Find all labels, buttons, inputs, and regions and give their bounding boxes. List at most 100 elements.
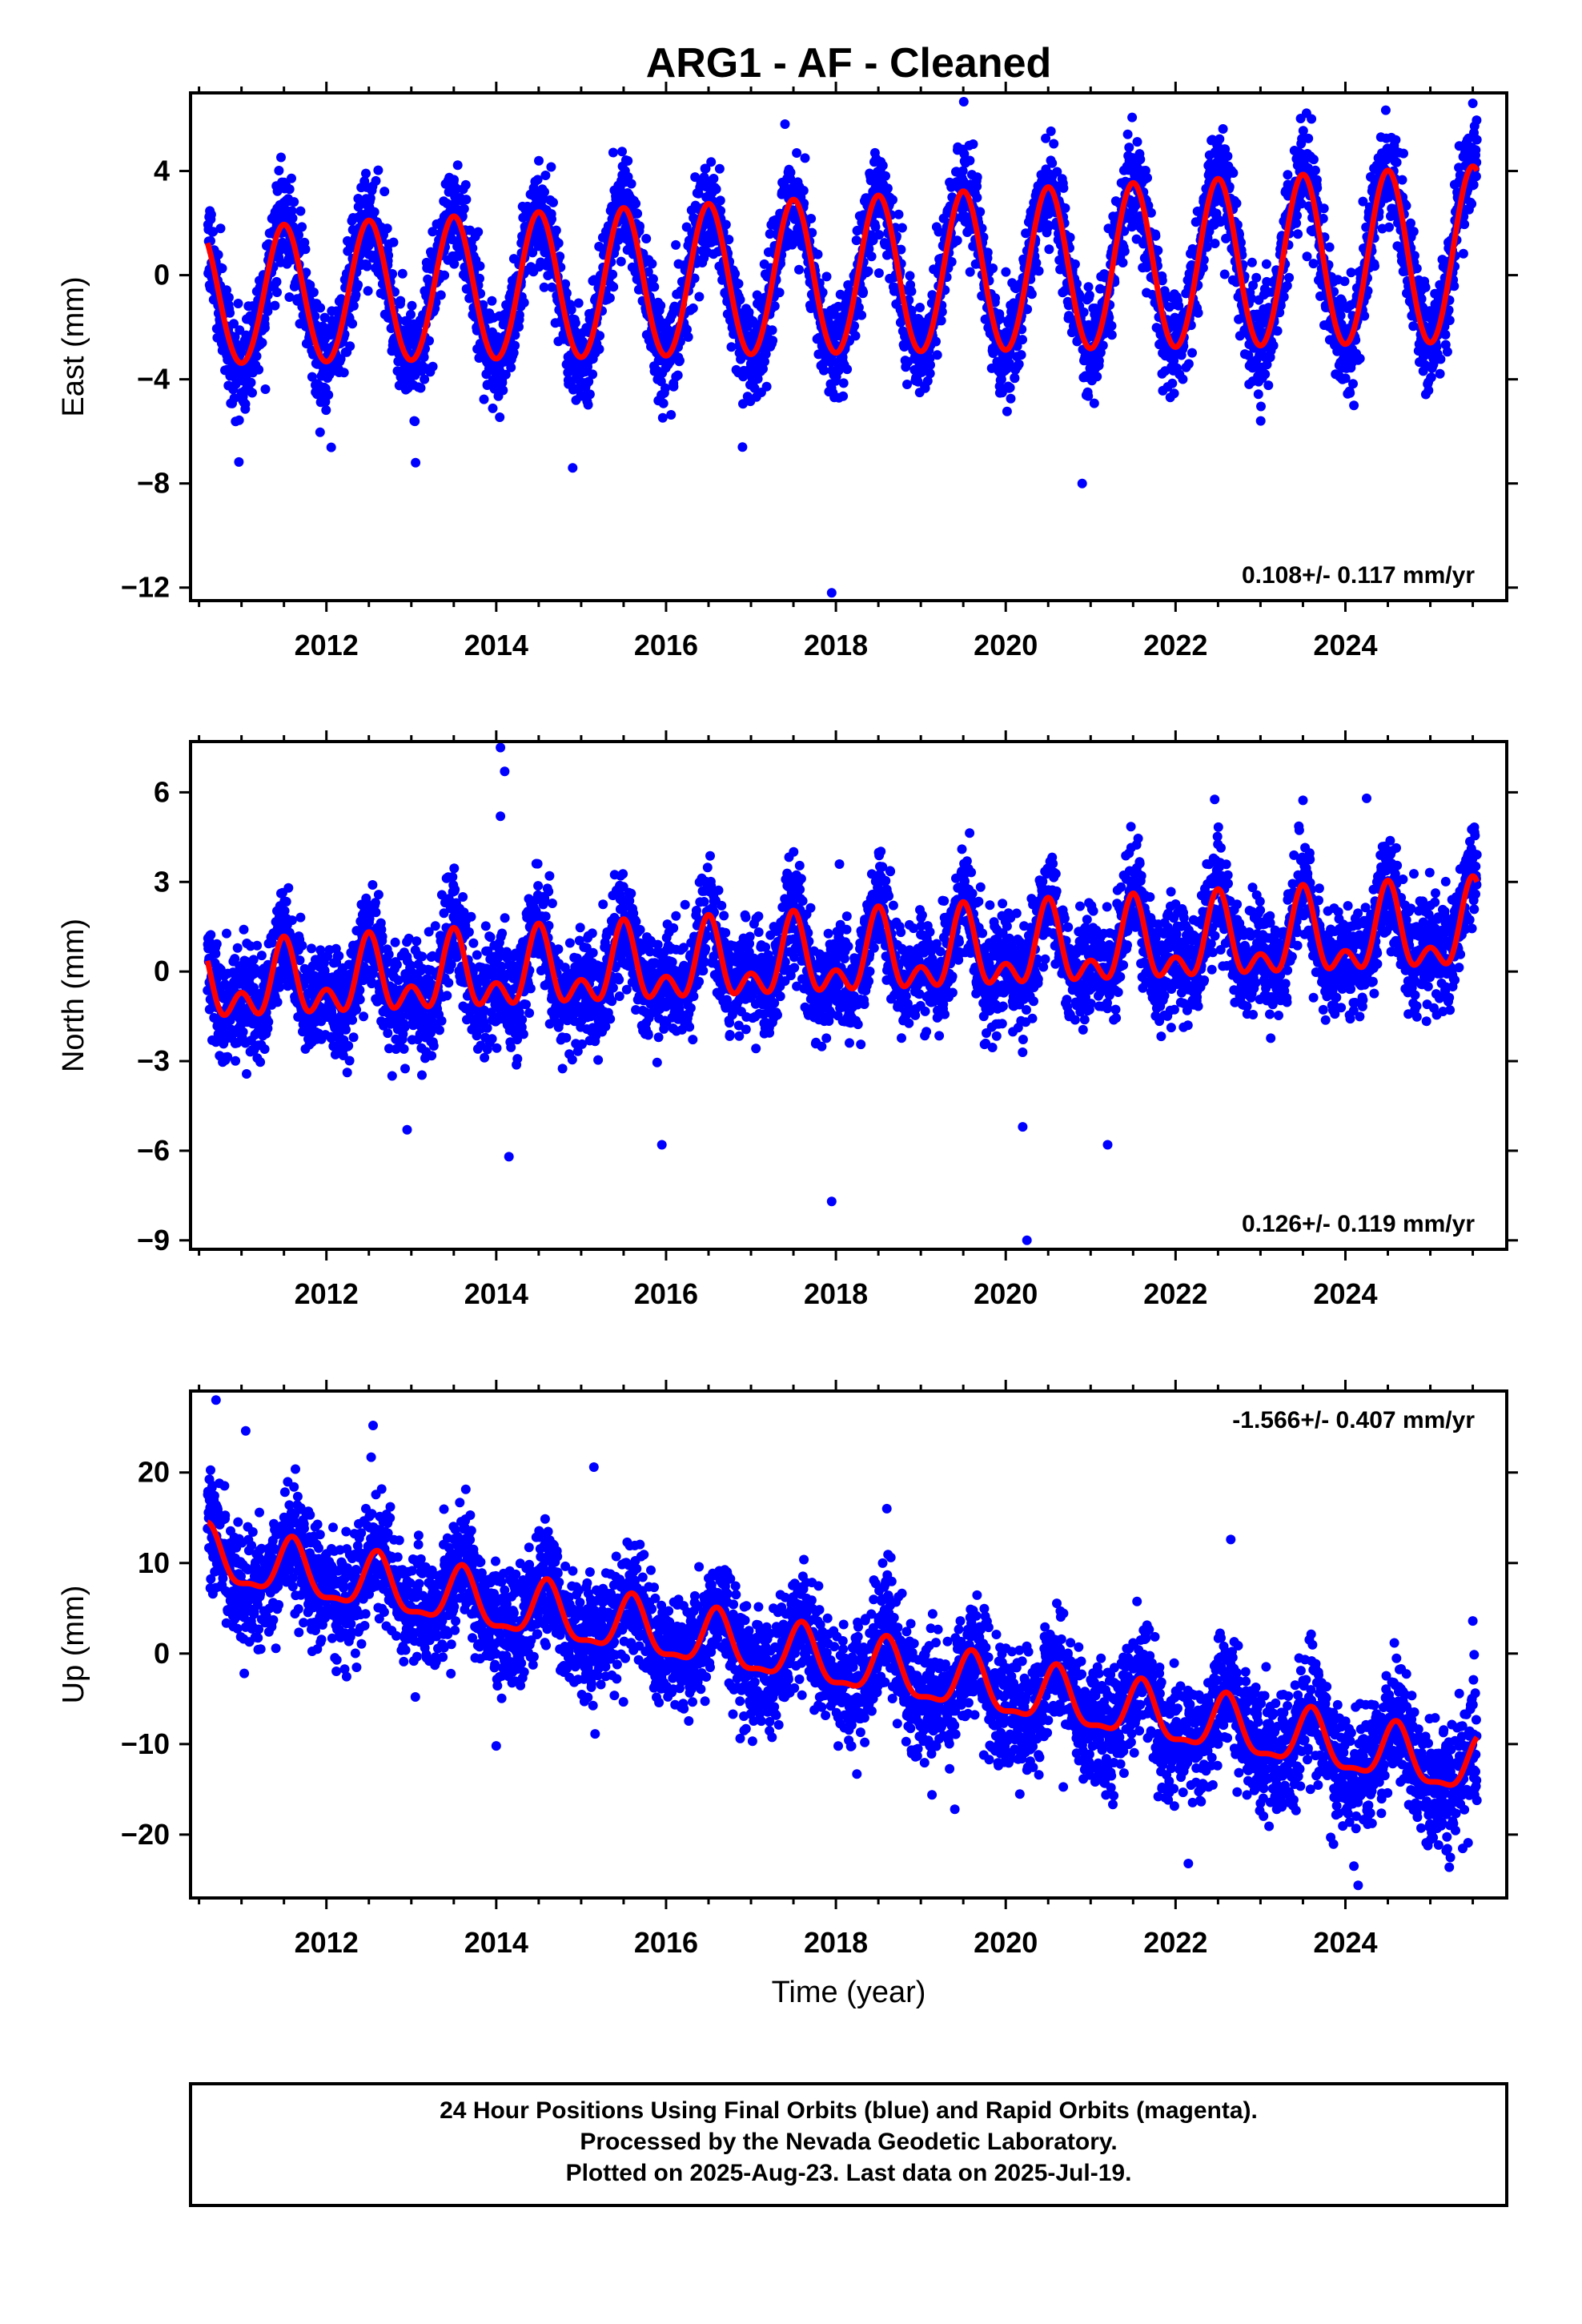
- data-point: [1440, 329, 1451, 340]
- data-point: [468, 243, 478, 253]
- data-point: [347, 319, 358, 329]
- data-point: [272, 287, 282, 297]
- data-point: [819, 365, 829, 376]
- data-point: [449, 175, 459, 185]
- data-point: [1142, 173, 1152, 183]
- data-point: [798, 186, 809, 195]
- data-point: [768, 336, 778, 346]
- data-point: [407, 300, 417, 311]
- data-point: [721, 219, 731, 230]
- data-point: [547, 214, 556, 224]
- data-point: [792, 148, 802, 158]
- data-point: [1253, 389, 1263, 400]
- data-point: [794, 264, 804, 275]
- data-point: [735, 295, 745, 305]
- data-point: [532, 175, 543, 185]
- data-point: [548, 197, 558, 207]
- data-point: [683, 332, 693, 342]
- data-point: [1016, 350, 1026, 360]
- data-point: [972, 181, 982, 191]
- data-point: [428, 227, 438, 237]
- data-point: [257, 338, 267, 348]
- data-point: [555, 251, 565, 262]
- data-point: [647, 259, 657, 269]
- data-point: [666, 410, 677, 420]
- data-point: [1223, 151, 1233, 161]
- data-point: [335, 354, 346, 364]
- data-point: [838, 391, 849, 401]
- data-point: [824, 317, 834, 328]
- data-point: [1397, 175, 1407, 185]
- data-point: [345, 341, 355, 352]
- data-point: [673, 370, 683, 380]
- data-point: [1263, 380, 1274, 391]
- data-point: [1284, 272, 1295, 283]
- data-point: [877, 160, 888, 171]
- data-point: [254, 364, 264, 375]
- data-point: [519, 297, 529, 308]
- data-point: [230, 332, 240, 342]
- data-point: [570, 318, 580, 328]
- data-point: [738, 399, 748, 409]
- data-point: [649, 282, 660, 292]
- data-point: [498, 385, 508, 396]
- data-point: [206, 209, 216, 219]
- data-point: [1261, 259, 1271, 269]
- data-point: [767, 325, 777, 336]
- data-point: [323, 390, 334, 400]
- data-point: [416, 383, 426, 393]
- data-point: [363, 286, 373, 296]
- data-point: [1124, 143, 1134, 153]
- data-point: [1279, 292, 1289, 302]
- data-point: [1167, 378, 1178, 388]
- data-point: [817, 287, 828, 298]
- data-point: [761, 349, 771, 360]
- data-point: [561, 288, 572, 299]
- data-point: [1228, 168, 1239, 178]
- data-point: [688, 303, 698, 313]
- data-point: [733, 279, 744, 289]
- data-point: [215, 223, 226, 234]
- data-point: [842, 364, 853, 375]
- data-point: [1047, 158, 1058, 168]
- data-point: [1255, 416, 1266, 426]
- data-point: [1005, 383, 1015, 393]
- data-point: [838, 378, 849, 388]
- data-point: [424, 336, 434, 346]
- data-point: [1308, 259, 1319, 269]
- data-point: [853, 302, 864, 312]
- data-point: [1098, 340, 1108, 351]
- data-point: [1435, 354, 1446, 364]
- data-point: [369, 207, 379, 217]
- data-point: [459, 203, 469, 214]
- data-point: [785, 167, 796, 178]
- data-point: [643, 267, 653, 277]
- data-point: [833, 301, 843, 312]
- data-point: [972, 192, 982, 203]
- data-point: [1380, 105, 1391, 115]
- data-point: [1022, 304, 1033, 315]
- data-point: [449, 259, 460, 269]
- data-point: [315, 303, 326, 313]
- data-point: [246, 377, 256, 388]
- data-point: [1210, 239, 1220, 248]
- data-point: [1310, 165, 1320, 175]
- data-point: [310, 311, 320, 321]
- data-point: [952, 235, 962, 246]
- data-point: [297, 222, 307, 232]
- data-point: [307, 372, 317, 382]
- data-point: [1283, 170, 1293, 180]
- data-point: [851, 235, 861, 246]
- data-point: [1391, 135, 1401, 145]
- data-point: [995, 314, 1006, 324]
- data-point: [595, 331, 605, 341]
- data-point: [975, 207, 986, 217]
- data-point: [706, 157, 717, 167]
- data-point: [442, 199, 452, 208]
- data-point: [461, 195, 472, 205]
- data-point: [1420, 282, 1431, 292]
- data-point: [1106, 330, 1117, 340]
- data-point: [1106, 320, 1117, 331]
- data-point: [632, 208, 643, 219]
- data-point: [573, 298, 584, 308]
